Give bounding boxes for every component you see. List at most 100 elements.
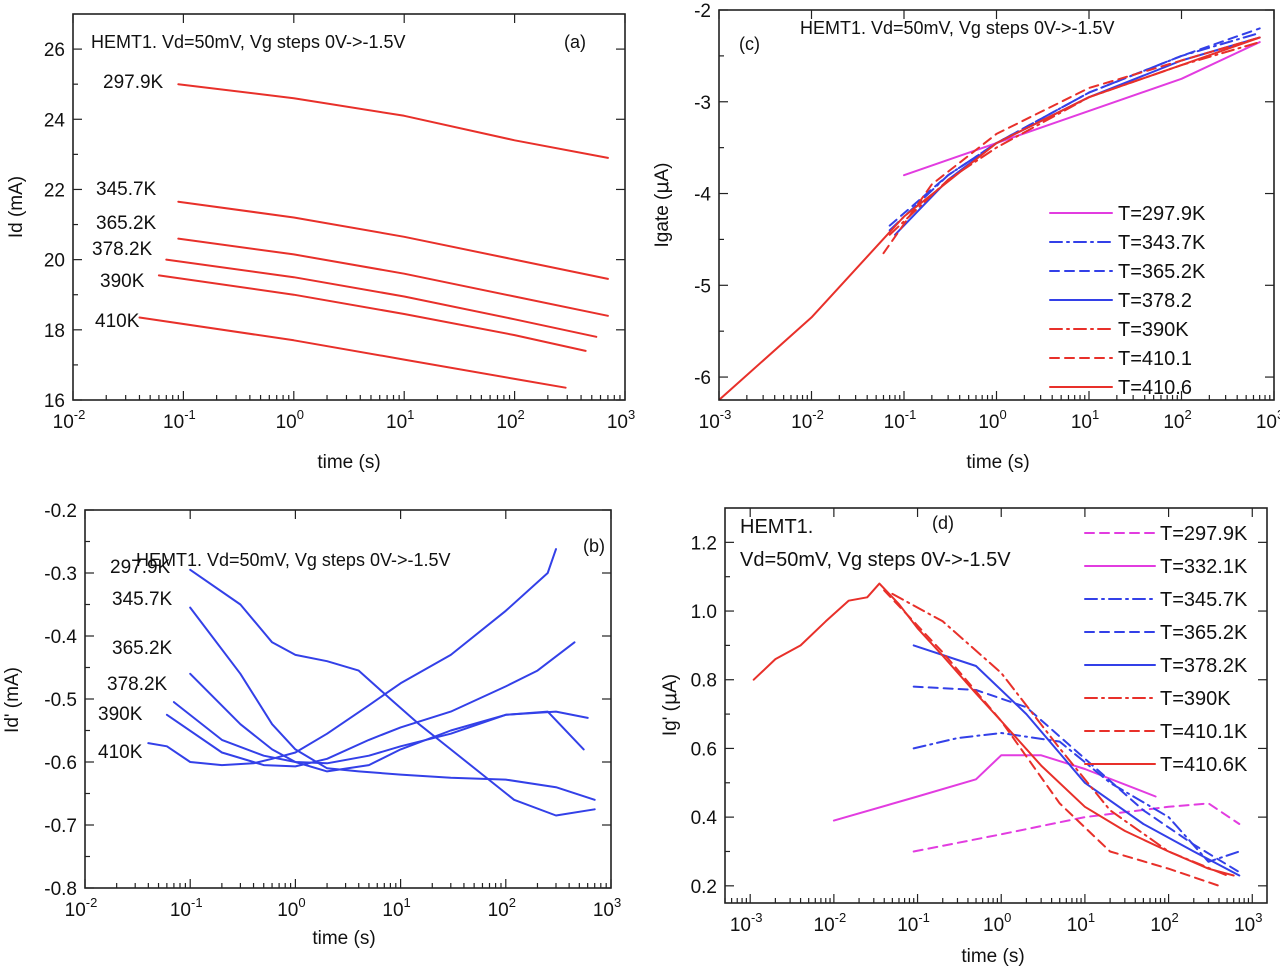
- panel-c-ylabel: Igate (μA): [651, 163, 673, 248]
- x-tick-label: 101: [1067, 910, 1095, 936]
- x-tick-label: 103: [593, 895, 621, 921]
- y-tick-label: -0.5: [44, 690, 77, 711]
- x-tick-label: 101: [382, 895, 410, 921]
- y-tick-label: 18: [44, 321, 65, 342]
- series-line-297.9K: [189, 568, 596, 817]
- series-line-390K: [157, 274, 587, 352]
- y-tick-label: 24: [44, 110, 66, 131]
- legend-entry-T-378.2: T=378.2: [1118, 290, 1192, 312]
- panel-b: 10-2 10-1 100 101 102 103 -0.8 -0.7 -0.6 -0.5 -0.4…: [2, 501, 621, 949]
- panel-c-panel-label: (c): [739, 34, 760, 54]
- legend-entry-T-332.1K: T=332.1K: [1160, 556, 1248, 578]
- x-tick-label: 10-2: [53, 407, 86, 433]
- y-tick-label: -0.8: [44, 879, 77, 900]
- x-tick-label: 100: [983, 910, 1011, 936]
- panel-c-legend: T=297.9K T=343.7K T=365.2K T=378.2 T=390K T=4…: [1049, 203, 1206, 399]
- y-tick-label: -0.7: [44, 816, 77, 837]
- x-tick-label: 102: [1163, 407, 1191, 433]
- y-tick-label: 0.2: [691, 877, 717, 898]
- x-tick-label: 102: [488, 895, 516, 921]
- y-tick-label: 22: [44, 180, 65, 201]
- panel-a-series: [138, 83, 609, 389]
- panel-b-ticks: 10-2 10-1 100 101 102 103 -0.8 -0.7 -0.6 -0.5 -0.4…: [44, 501, 621, 921]
- panel-a-title: HEMT1. Vd=50mV, Vg steps 0V->-1.5V: [91, 32, 406, 52]
- legend-entry-T-365.2K: T=365.2K: [1160, 622, 1248, 644]
- series-line-T-378.2K: [912, 644, 1241, 877]
- x-tick-label: 101: [1071, 407, 1099, 433]
- legend-entry-T-410.6K: T=410.6K: [1160, 754, 1248, 776]
- panel-a-curve-labels: 297.9K 345.7K 365.2K 378.2K 390K 410K: [92, 72, 164, 332]
- legend-entry-T-410.6: T=410.6: [1118, 377, 1192, 399]
- series-line-T-410.6K: [752, 582, 1235, 877]
- series-line-365.2K: [177, 237, 609, 317]
- y-tick-label: 1.0: [691, 602, 717, 623]
- panel-b-label-378.2K: 378.2K: [107, 674, 168, 695]
- y-tick-label: -5: [694, 276, 711, 297]
- panel-d-ylabel-greek: μ: [659, 693, 681, 705]
- legend-entry-T-343.7K: T=343.7K: [1118, 232, 1206, 254]
- panel-b-panel-label: (b): [583, 536, 605, 556]
- panel-a-frame: [72, 13, 626, 401]
- x-tick-label: 10-1: [897, 910, 930, 936]
- series-line-T-365.2K: [888, 27, 1261, 227]
- panel-c: 10-3 10-2 10-1 100 101 102 103 -6 -5 -4 -3 -2 HEMT1…: [651, 1, 1280, 473]
- panel-b-label-365.2K: 365.2K: [112, 638, 173, 659]
- panel-d: 10-3 10-2 10-1 100 101 102 103 0.2 0.4 0.6 0.8 1.0 1…: [659, 507, 1268, 967]
- series-line-T-410.1K: [883, 589, 1220, 887]
- panel-d-ylabel-tail: A): [660, 674, 681, 693]
- panel-a-label-378.2K: 378.2K: [92, 239, 153, 260]
- y-tick-label: -2: [694, 1, 711, 22]
- panel-d-title: HEMT1.: [740, 516, 813, 538]
- panel-d-ylabel: Ig' (μA): [659, 674, 681, 736]
- panel-a-label-297.9K: 297.9K: [103, 72, 164, 93]
- panel-c-ticks: 10-3 10-2 10-1 100 101 102 103 -6 -5 -4 -3 -2: [694, 1, 1280, 433]
- x-tick-label: 103: [1234, 910, 1262, 936]
- series-line-390K: [165, 641, 576, 768]
- panel-b-xlabel: time (s): [312, 928, 375, 949]
- x-tick-label: 102: [1150, 910, 1178, 936]
- panel-c-ylabel-main: Igate (: [652, 193, 673, 248]
- x-tick-label: 100: [277, 895, 305, 921]
- series-line-378.2K: [165, 258, 598, 338]
- x-tick-label: 10-2: [791, 407, 824, 433]
- y-tick-label: -0.2: [44, 501, 77, 522]
- panel-b-label-345.7K: 345.7K: [112, 589, 173, 610]
- y-tick-label: -0.6: [44, 753, 77, 774]
- series-line-378.2K: [172, 701, 585, 765]
- y-tick-label: 0.6: [691, 739, 717, 760]
- panel-b-label-390K: 390K: [98, 704, 143, 725]
- y-tick-label: -0.3: [44, 564, 77, 585]
- panel-b-title: HEMT1. Vd=50mV, Vg steps 0V->-1.5V: [136, 550, 451, 570]
- panel-d-ylabel-main: Ig' (: [660, 704, 681, 736]
- panel-d-frame: [724, 507, 1268, 904]
- panel-c-ylabel-tail: A): [652, 163, 673, 182]
- panel-c-series: [719, 27, 1261, 400]
- x-tick-label: 100: [978, 407, 1006, 433]
- y-tick-label: 26: [44, 40, 65, 61]
- panel-d-subtitle: Vd=50mV, Vg steps 0V->-1.5V: [740, 549, 1011, 571]
- series-line-T-410.1: [882, 36, 1261, 255]
- panel-d-ticks: 10-3 10-2 10-1 100 101 102 103 0.2 0.4 0.6 0.8 1.0 1…: [691, 508, 1267, 936]
- legend-entry-T-297.9K: T=297.9K: [1160, 523, 1248, 545]
- x-tick-label: 102: [496, 407, 524, 433]
- y-tick-label: -3: [694, 93, 711, 114]
- legend-entry-T-390K: T=390K: [1160, 688, 1231, 710]
- legend-entry-T-410.1K: T=410.1K: [1160, 721, 1248, 743]
- legend-entry-T-345.7K: T=345.7K: [1160, 589, 1248, 611]
- x-tick-label: 10-3: [730, 910, 763, 936]
- y-tick-label: 1.2: [691, 533, 717, 554]
- panel-a-ylabel: Id (mA): [6, 176, 27, 238]
- panel-d-series: [752, 582, 1241, 887]
- legend-entry-T-365.2K: T=365.2K: [1118, 261, 1206, 283]
- y-tick-label: -0.4: [44, 627, 77, 648]
- series-line-410K: [147, 548, 557, 767]
- panel-a-ticks: 10-2 10-1 100 101 102 103 16 18 20 22 24 26: [44, 14, 635, 433]
- series-line-T-343.7K: [888, 31, 1261, 232]
- y-tick-label: 16: [44, 391, 65, 412]
- panel-d-panel-label: (d): [932, 513, 954, 533]
- panel-c-ylabel-greek: μ: [651, 182, 673, 194]
- series-line-345.7K: [189, 606, 596, 801]
- y-tick-label: 0.8: [691, 671, 717, 692]
- x-tick-label: 10-1: [170, 895, 203, 921]
- panel-b-label-297.9K: 297.9K: [110, 557, 171, 578]
